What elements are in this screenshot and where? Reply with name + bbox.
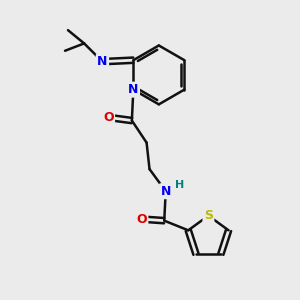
Text: O: O (103, 111, 114, 124)
Text: O: O (136, 213, 147, 226)
Text: N: N (160, 185, 171, 198)
Text: N: N (128, 83, 139, 96)
Text: N: N (97, 55, 108, 68)
Text: S: S (204, 209, 213, 222)
Text: H: H (175, 180, 184, 190)
